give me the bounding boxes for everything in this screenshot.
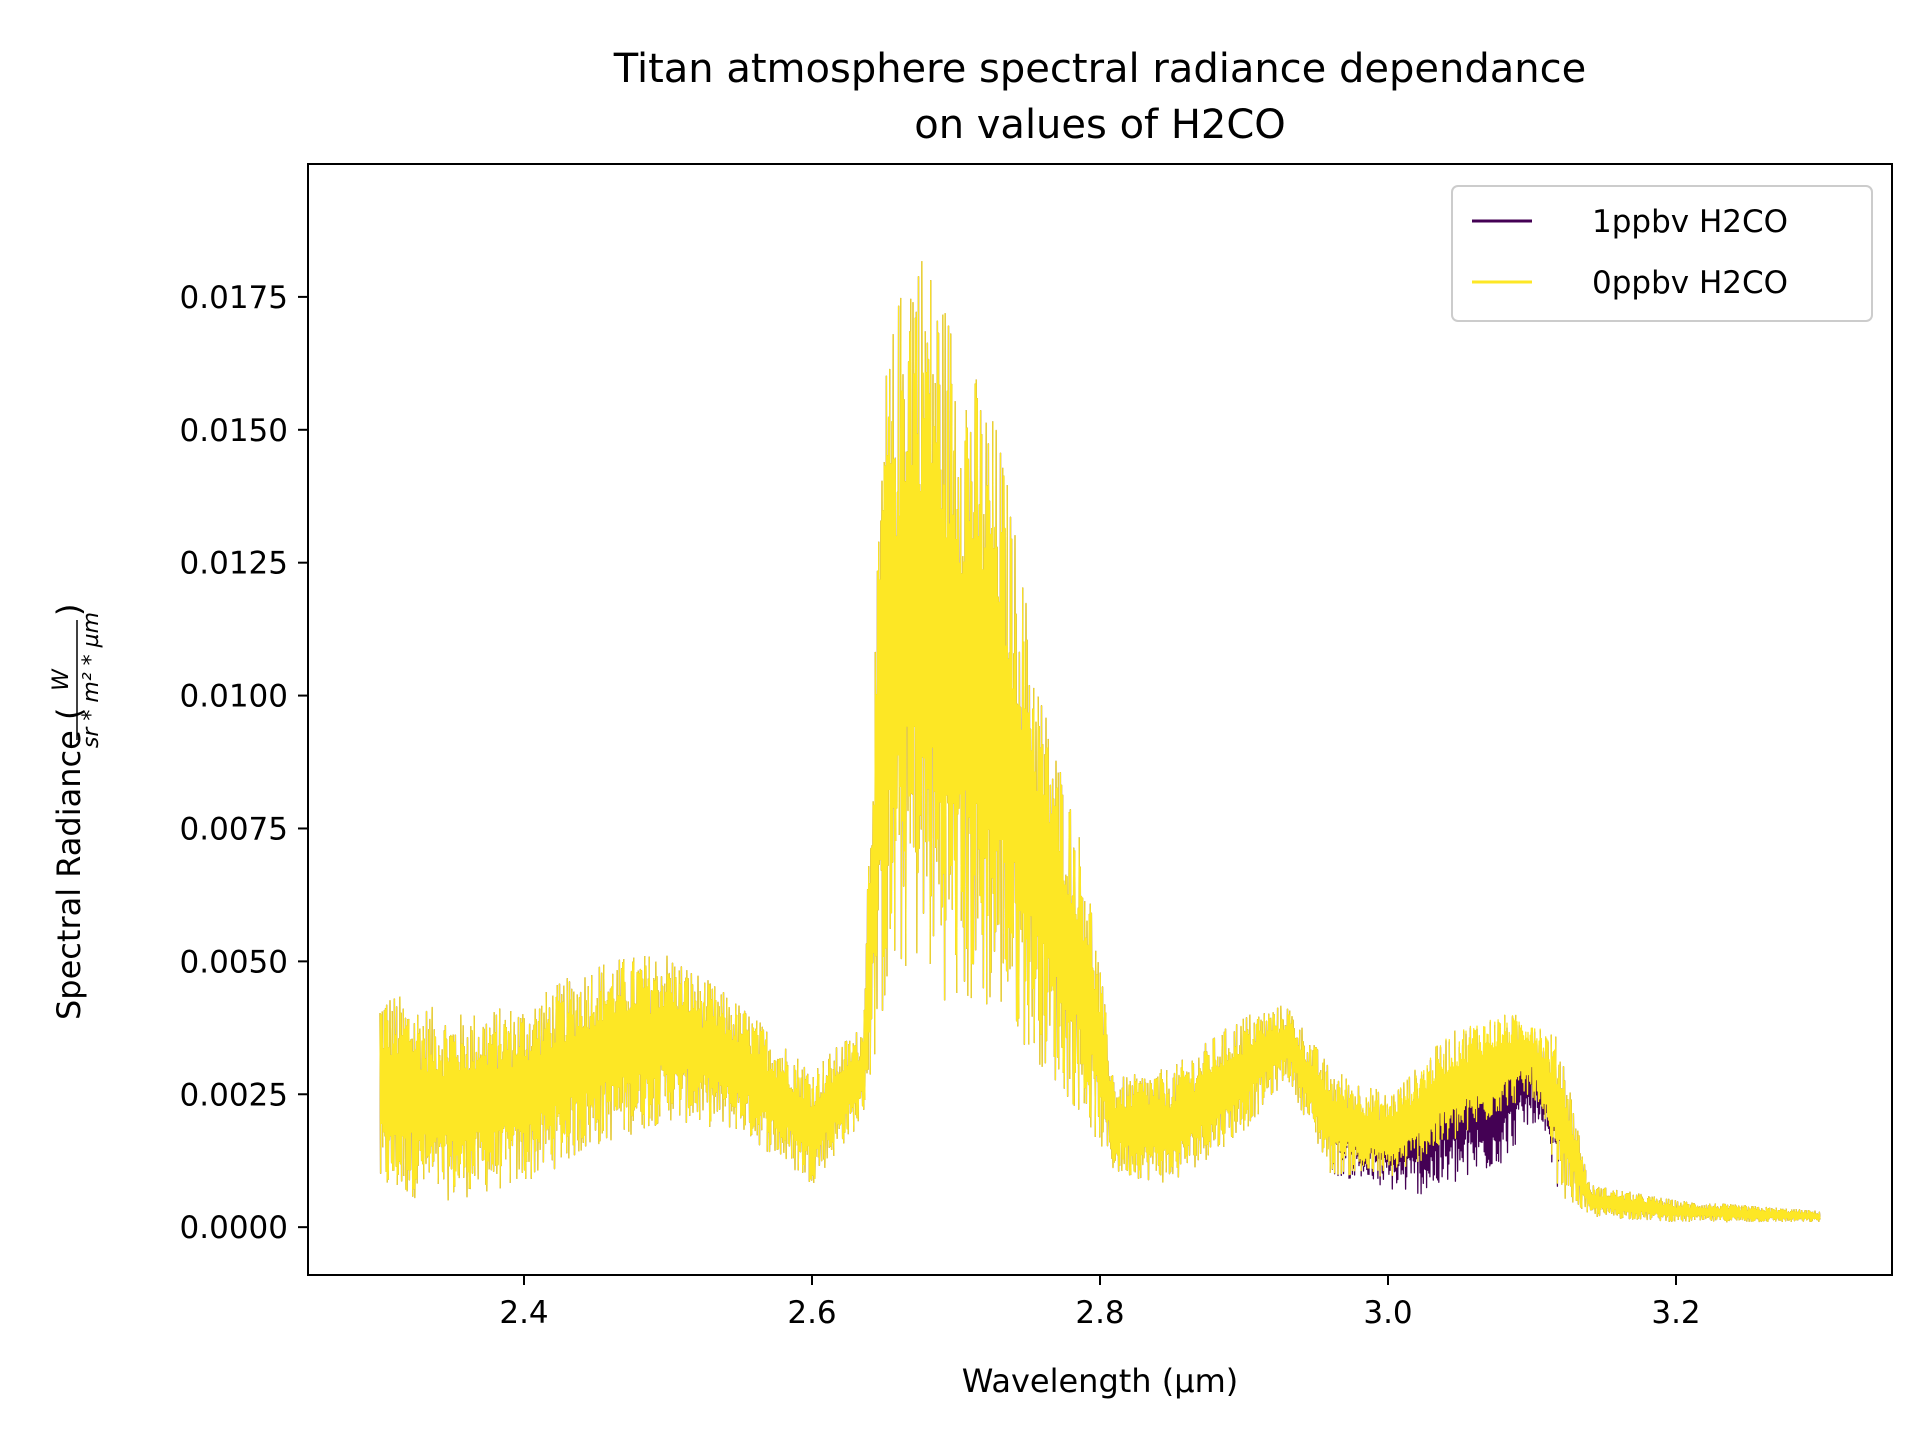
x-tick-label: 3.0 bbox=[1363, 1295, 1412, 1331]
y-axis-label-close: ) bbox=[50, 604, 88, 616]
legend: 1ppbv H2CO 0ppbv H2CO bbox=[1451, 185, 1873, 322]
y-axis-label-text: Spectral Radiance ( bbox=[50, 708, 88, 1020]
y-axis-ticks: 0.0000 0.0025 0.0050 0.0075 0.0100 0.0125 0.01… bbox=[180, 280, 308, 1246]
legend-label-1ppbv: 1ppbv H2CO bbox=[1592, 204, 1788, 240]
y-tick-label: 0.0025 bbox=[180, 1077, 288, 1113]
x-tick-label: 2.8 bbox=[1075, 1295, 1124, 1331]
y-tick-label: 0.0150 bbox=[180, 413, 288, 449]
x-axis-ticks: 2.4 2.6 2.8 3.0 3.2 bbox=[499, 1275, 1701, 1331]
y-tick-label: 0.0075 bbox=[180, 811, 288, 847]
x-tick-label: 2.6 bbox=[787, 1295, 836, 1331]
series-line-0ppbv-h2co bbox=[379, 261, 1821, 1223]
y-tick-label: 0.0050 bbox=[180, 944, 288, 980]
chart-title-line-2: on values of H2CO bbox=[914, 102, 1286, 148]
legend-label-0ppbv: 0ppbv H2CO bbox=[1592, 265, 1788, 301]
x-tick-label: 3.2 bbox=[1651, 1295, 1700, 1331]
legend-box bbox=[1451, 185, 1873, 322]
y-axis-label-numerator: W bbox=[49, 668, 74, 691]
y-axis-label-denominator: sr * m² * µm bbox=[79, 612, 104, 748]
y-tick-label: 0.0175 bbox=[180, 280, 288, 316]
y-tick-label: 0.0000 bbox=[180, 1210, 288, 1246]
x-tick-label: 2.4 bbox=[499, 1295, 548, 1331]
x-axis-label: Wavelength (µm) bbox=[962, 1362, 1239, 1400]
chart-title-line-1: Titan atmosphere spectral radiance depen… bbox=[613, 46, 1586, 92]
y-tick-label: 0.0125 bbox=[180, 546, 288, 582]
y-tick-label: 0.0100 bbox=[180, 679, 288, 715]
series-layer bbox=[379, 261, 1821, 1223]
y-axis-label: Spectral Radiance ( W sr * m² * µm ) bbox=[49, 604, 104, 1020]
